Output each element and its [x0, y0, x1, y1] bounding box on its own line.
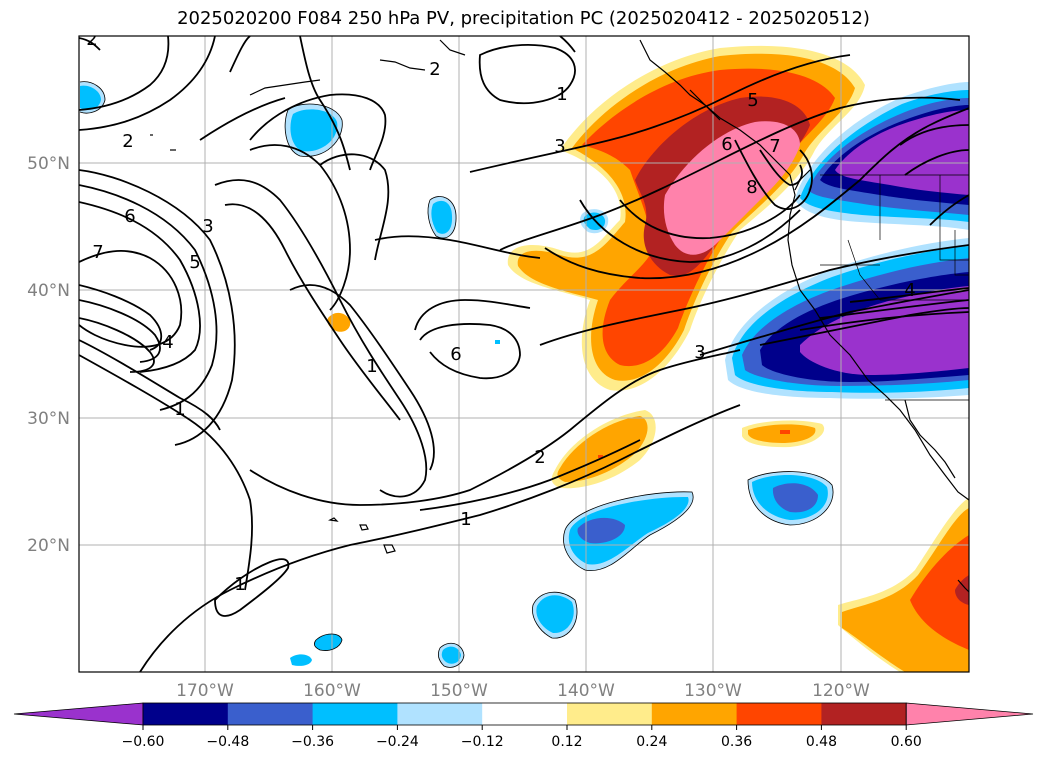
colorbar-tick-label: 0.12	[551, 734, 582, 750]
pv-contours	[79, 36, 969, 672]
latitude-labels: 50°N 40°N 30°N 20°N	[27, 154, 70, 556]
lon-label-170w: 170°W	[176, 681, 234, 701]
colorbar-tick-label: 0.36	[721, 734, 752, 750]
contour-label: 4	[162, 332, 173, 353]
contour-label: 1	[460, 509, 471, 530]
contour-label: 2	[122, 131, 133, 152]
colorbar-segment	[736, 703, 822, 725]
colorbar-tick-label: −0.12	[461, 734, 504, 750]
colorbar-segment	[567, 703, 653, 725]
plot-frame	[78, 35, 970, 673]
contour-label: 1	[556, 84, 567, 105]
contour-label: 5	[189, 252, 200, 273]
map-plot-area: 2 1 2 3 1 5 6 7 8 6 3 5 4 1 7 6 1 2 1 3 …	[79, 29, 969, 672]
colorbar-tick-label: 0.60	[891, 734, 922, 750]
colorbar-segment	[651, 703, 738, 725]
lon-label-130w: 130°W	[684, 681, 742, 701]
colorbar-segment	[143, 703, 229, 725]
contour-label: 2	[534, 447, 545, 468]
contour-label: 8	[746, 177, 757, 198]
lon-label-140w: 140°W	[557, 681, 615, 701]
colorbar-tick-label: 0.24	[636, 734, 667, 750]
colorbar: −0.60 −0.48 −0.36 −0.24 −0.12 0.12 0.24 0.36 0.4…	[13, 702, 1034, 750]
lon-label-160w: 160°W	[303, 681, 361, 701]
borders	[820, 174, 969, 401]
contour-label: 1	[234, 574, 245, 595]
contour-label: 3	[554, 136, 565, 157]
map-title: 2025020200 F084 250 hPa PV, precipitatio…	[177, 8, 870, 29]
contour-label: 6	[721, 134, 732, 155]
coastlines	[150, 39, 969, 593]
colorbar-segment	[397, 703, 483, 725]
colorbar-segment	[312, 703, 398, 725]
colorbar-segment	[482, 703, 568, 725]
contour-label: 7	[769, 136, 780, 157]
contour-label: 4	[904, 280, 915, 301]
contour-label: 5	[747, 90, 758, 111]
lon-label-150w: 150°W	[430, 681, 488, 701]
lat-label-20n: 20°N	[27, 536, 70, 556]
colorbar-tick-label: −0.60	[122, 734, 165, 750]
lat-label-30n: 30°N	[27, 409, 70, 429]
contour-label: 2	[429, 59, 440, 80]
contour-label: 6	[124, 206, 135, 227]
contour-label: 7	[92, 242, 103, 263]
contour-label: 3	[202, 216, 213, 237]
anomaly-outlines	[79, 81, 834, 668]
colorbar-extend-high	[905, 702, 1034, 726]
colorbar-segment	[227, 703, 314, 725]
contour-label: 2	[86, 29, 97, 50]
colorbar-tick-label: −0.48	[206, 734, 249, 750]
colorbar-tick-label: 0.48	[806, 734, 837, 750]
colorbar-extend-low	[13, 702, 144, 726]
lon-label-120w: 120°W	[812, 681, 870, 701]
colorbar-frame	[142, 702, 907, 726]
colorbar-segment	[821, 703, 907, 725]
contour-label: 6	[450, 344, 461, 365]
colorbar-tick-label: −0.24	[376, 734, 419, 750]
contour-label: 3	[694, 342, 705, 363]
longitude-labels: 170°W 160°W 150°W 140°W 130°W 120°W	[176, 681, 870, 701]
lat-label-50n: 50°N	[27, 154, 70, 174]
pv-contour-labels: 2 1 2 3 1 5 6 7 8 6 3 5 4 1 7 6 1 2 1 3 …	[86, 29, 915, 595]
contour-label: 1	[366, 356, 377, 377]
colorbar-tick-label: −0.36	[291, 734, 334, 750]
lat-label-40n: 40°N	[27, 281, 70, 301]
contour-label: 1	[174, 399, 185, 420]
